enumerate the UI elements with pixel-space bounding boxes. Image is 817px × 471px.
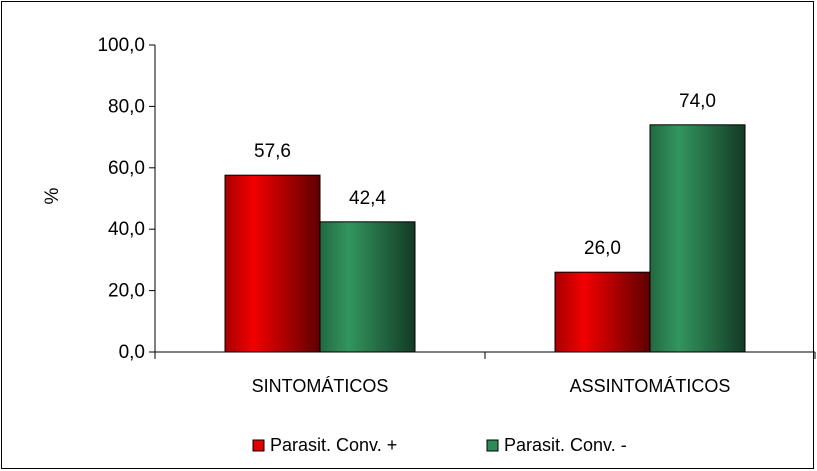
bar-conv-neg-1 [649, 124, 746, 353]
bar-conv-neg-0 [319, 221, 416, 353]
legend-label: Parasit. Conv. + [270, 435, 397, 455]
legend: Parasit. Conv. + Parasit. Conv. - [252, 435, 627, 455]
y-tick-label: 100,0 [97, 35, 145, 56]
data-label: 26,0 [584, 238, 621, 259]
axes: 0,0 20,0 40,0 60,0 80,0 100,0% SINTOMÁTICOS ASS… [42, 35, 816, 396]
y-axis-label: % [42, 187, 63, 204]
category-label: SINTOMÁTICOS [252, 376, 389, 396]
bars [224, 124, 746, 353]
data-label: 57,6 [254, 141, 291, 162]
category-label: ASSINTOMÁTICOS [570, 376, 731, 396]
data-label: 42,4 [349, 188, 386, 209]
y-tick-label: 60,0 [108, 158, 145, 179]
y-tick-label: 0,0 [119, 342, 145, 363]
data-labels: 57,6 42,4 26,0 74,0 [254, 91, 716, 259]
data-label: 74,0 [679, 91, 716, 112]
bar-conv-pos-1 [554, 271, 651, 353]
y-tick-label: 40,0 [108, 219, 145, 240]
legend-swatch [486, 439, 499, 452]
bar-conv-pos-0 [224, 174, 321, 353]
legend-label: Parasit. Conv. - [504, 435, 627, 455]
legend-swatch [252, 439, 265, 452]
y-tick-label: 20,0 [108, 281, 145, 302]
y-tick-label: 80,0 [108, 96, 145, 117]
